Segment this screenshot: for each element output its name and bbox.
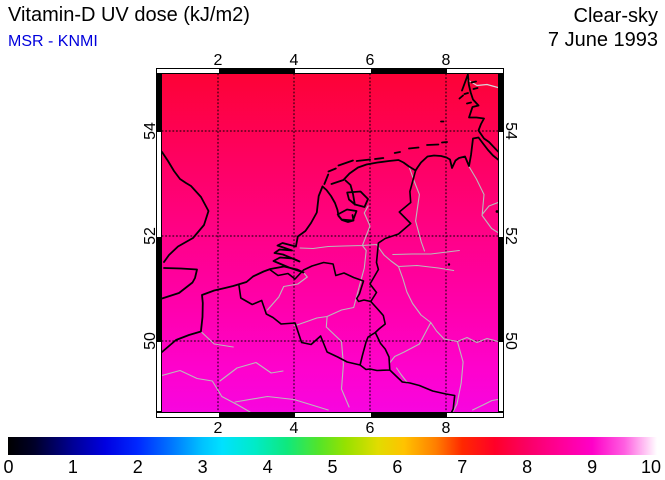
rivers xyxy=(162,165,498,412)
lat-tick-left-54: 54 xyxy=(142,122,159,140)
graticule xyxy=(162,74,498,412)
colorbar-label-8: 8 xyxy=(522,457,533,477)
condition-label: Clear-sky xyxy=(573,5,658,27)
lon-tick-bottom-4: 4 xyxy=(289,420,299,437)
colorbar-label-6: 6 xyxy=(392,457,403,477)
lon-tick-top-8: 8 xyxy=(441,52,451,69)
lon-tick-bottom-8: 8 xyxy=(441,420,451,437)
wadden-islands xyxy=(323,74,479,185)
country-borders xyxy=(238,169,456,412)
lat-tick-left-52: 52 xyxy=(142,227,159,245)
frame-band-left xyxy=(156,74,162,412)
lat-tick-right-50: 50 xyxy=(502,332,519,350)
lat-tick-left-50: 50 xyxy=(142,332,159,350)
frame-band-top xyxy=(156,68,504,74)
frame-band-right xyxy=(498,74,504,412)
lon-tick-bottom-6: 6 xyxy=(365,420,375,437)
page-title: Vitamin-D UV dose (kJ/m2) xyxy=(8,4,250,26)
colorbar-label-7: 7 xyxy=(457,457,468,477)
colorbar-label-1: 1 xyxy=(67,457,78,477)
lon-tick-top-4: 4 xyxy=(289,52,299,69)
light-border xyxy=(467,79,498,89)
colorbar-label-9: 9 xyxy=(587,457,598,477)
credit-label: MSR - KNMI xyxy=(8,33,98,50)
lon-tick-top-2: 2 xyxy=(213,52,223,69)
date-label: 7 June 1993 xyxy=(547,29,658,51)
lon-tick-bottom-2: 2 xyxy=(213,420,223,437)
lon-tick-top-6: 6 xyxy=(365,52,375,69)
lat-tick-right-54: 54 xyxy=(502,122,519,140)
colorbar-label-0: 0 xyxy=(3,457,14,477)
coastlines xyxy=(162,74,498,353)
colorbar-label-10: 10 xyxy=(640,457,662,477)
lat-tick-right-52: 52 xyxy=(502,227,519,245)
colorbar-label-5: 5 xyxy=(327,457,338,477)
map-frame xyxy=(156,68,504,418)
colorbar-label-4: 4 xyxy=(262,457,273,477)
map-canvas xyxy=(162,74,498,412)
colorbar-label-3: 3 xyxy=(197,457,208,477)
small-lakes xyxy=(447,210,498,266)
geography-overlay xyxy=(162,74,498,412)
frame-band-bottom xyxy=(156,412,504,418)
colorbar-label-2: 2 xyxy=(132,457,143,477)
colorbar xyxy=(8,437,657,455)
